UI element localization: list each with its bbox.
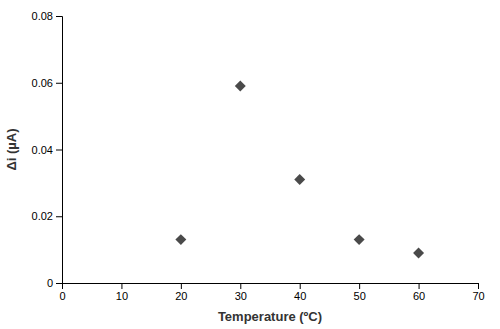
plot: 0 10 20 30 40 50 60 70 0 0.02 0.04 0.06 0.08	[32, 10, 485, 302]
tick: 40	[294, 283, 306, 302]
tick: 10	[116, 283, 128, 302]
tick-mark	[478, 283, 479, 289]
tick-mark	[359, 283, 360, 289]
tick-label: 0.06	[32, 77, 53, 89]
tick: 50	[354, 283, 366, 302]
point	[294, 174, 305, 185]
tick-mark	[300, 283, 301, 289]
tick-mark	[419, 283, 420, 289]
axis-line	[63, 284, 479, 290]
tick: 30	[235, 283, 247, 302]
tick-label: 10	[116, 290, 128, 302]
points	[175, 81, 424, 259]
tick-label: 40	[294, 290, 306, 302]
tick: 0.06	[32, 77, 62, 89]
tick: 60	[413, 283, 425, 302]
y-axis-title: Δi (µA)	[4, 128, 19, 170]
tick: 70	[472, 283, 484, 302]
tick: 0	[59, 283, 65, 302]
tick-label: 0.02	[32, 210, 53, 222]
tick-label: 20	[175, 290, 187, 302]
y-axis: 0 0.02 0.04 0.06 0.08	[32, 10, 63, 289]
tick-mark	[240, 283, 241, 289]
tick-label: 60	[413, 290, 425, 302]
tick-label: 0.04	[32, 144, 53, 156]
tick: 20	[175, 283, 187, 302]
tick-label: 0.08	[32, 10, 53, 22]
point	[413, 247, 424, 258]
chart: 0 10 20 30 40 50 60 70 0 0.02 0.04 0.06 0.08 Temperat…	[0, 0, 500, 329]
tick-mark	[121, 283, 122, 289]
axis-line	[56, 17, 63, 284]
tick-mark	[56, 83, 62, 84]
tick: 0.04	[32, 144, 62, 156]
point	[235, 81, 246, 92]
tick-mark	[56, 216, 62, 217]
point	[354, 234, 365, 245]
tick-label: 50	[354, 290, 366, 302]
x-axis: 0 10 20 30 40 50 60 70	[59, 283, 484, 302]
tick-mark	[181, 283, 182, 289]
tick-label: 0	[59, 290, 65, 302]
tick: 0	[47, 277, 62, 289]
tick-mark	[56, 16, 62, 17]
tick: 0.08	[32, 10, 62, 22]
tick: 0.02	[32, 210, 62, 222]
x-axis-title: Temperature (ºC)	[218, 309, 322, 324]
tick-label: 70	[472, 290, 484, 302]
tick-label: 30	[235, 290, 247, 302]
tick-mark	[56, 283, 62, 284]
tick-mark	[56, 150, 62, 151]
tick-label: 0	[47, 277, 53, 289]
point	[175, 234, 186, 245]
